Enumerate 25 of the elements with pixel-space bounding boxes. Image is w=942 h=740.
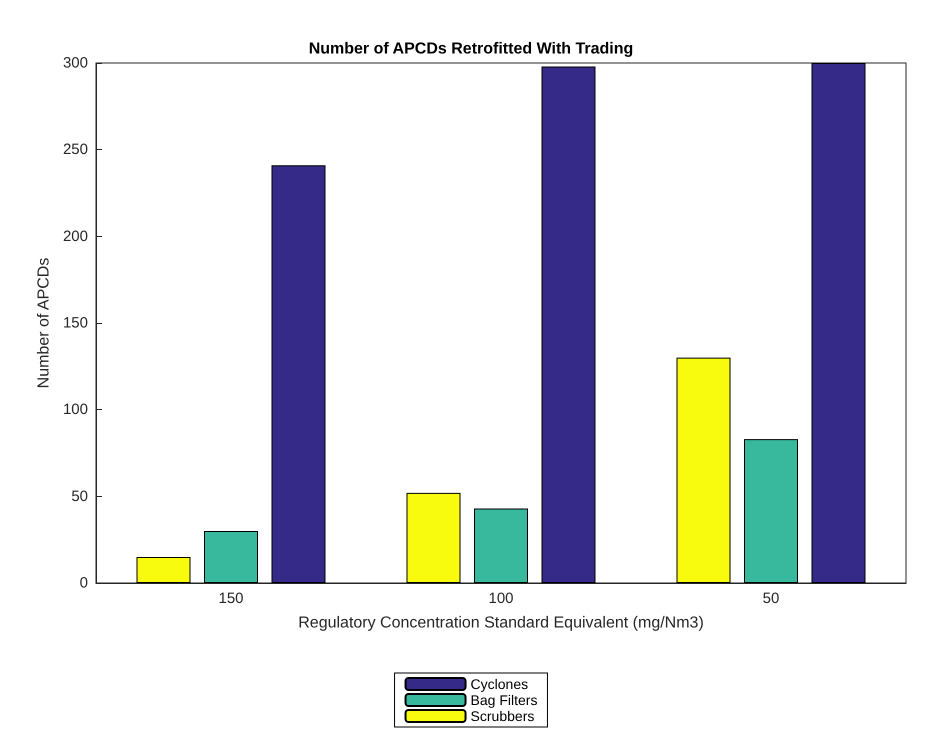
y-tick-label: 0	[80, 574, 88, 592]
legend-label: Scrubbers	[470, 708, 534, 724]
bar	[474, 508, 528, 583]
bar	[406, 492, 460, 583]
y-tick-label: 100	[62, 401, 88, 418]
chart-title: Number of APCDs Retrofitted With Trading	[308, 40, 634, 58]
x-tick-label: 150	[218, 590, 244, 607]
x-tick-label: 100	[488, 590, 514, 607]
x-axis-title: Regulatory Concentration Standard Equivalent (mg/Nm3)	[298, 614, 704, 632]
bar	[204, 531, 258, 583]
bar	[744, 439, 798, 583]
bar	[136, 557, 190, 583]
bar	[272, 165, 326, 583]
y-tick-label: 150	[62, 314, 88, 332]
legend-label: Bag Filters	[470, 692, 538, 708]
x-tick-label: 50	[762, 590, 780, 607]
bar	[676, 358, 730, 583]
y-axis-title: Number of APCDs	[36, 258, 53, 388]
legend-label: Cyclones	[470, 676, 528, 692]
y-tick-label: 200	[62, 228, 88, 245]
y-tick-label: 50	[71, 488, 88, 505]
y-tick-label: 250	[62, 141, 88, 158]
bar	[812, 63, 866, 583]
y-tick-label: 300	[62, 54, 88, 72]
bar	[542, 66, 596, 583]
